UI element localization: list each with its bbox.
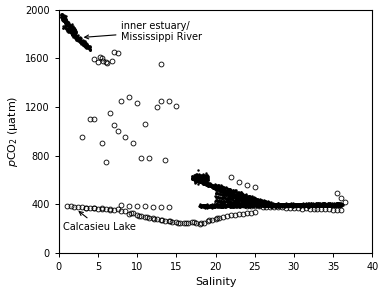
Text: inner estuary/
Mississippi River: inner estuary/ Mississippi River: [85, 21, 202, 42]
X-axis label: Salinity: Salinity: [195, 277, 236, 287]
Y-axis label: $p$CO$_2$ (μatm): $p$CO$_2$ (μatm): [5, 96, 20, 167]
Text: Calcasieu Lake: Calcasieu Lake: [63, 212, 136, 232]
